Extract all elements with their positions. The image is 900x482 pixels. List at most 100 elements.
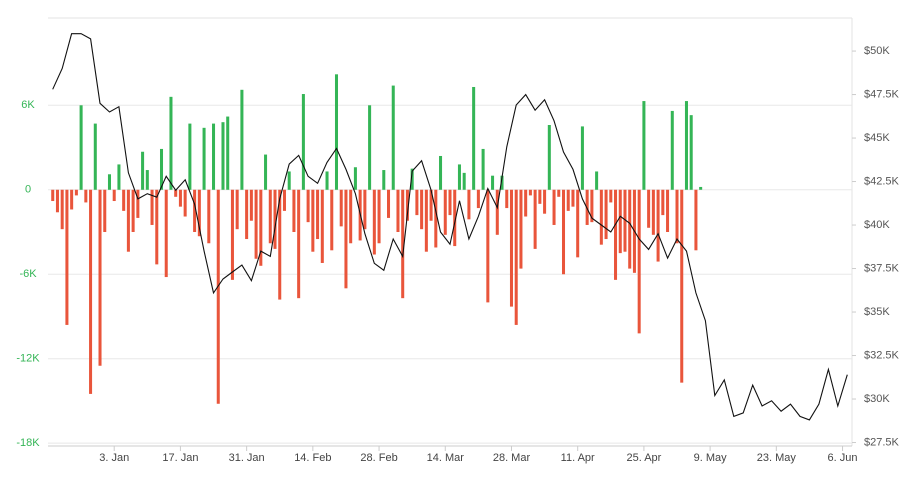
bar [543,189,547,214]
bar [301,94,305,190]
bar [500,175,504,190]
bar [126,189,130,252]
bar [112,189,116,202]
x-tick-label: 11. Apr [561,452,595,464]
y2-tick-label: $30K [864,393,890,405]
bar [363,189,367,230]
bar [178,189,182,207]
y2-tick-label: $40K [864,219,890,231]
bar [278,189,282,300]
bar [131,189,135,232]
bar [334,74,339,190]
bar [259,189,263,266]
y-tick-label: -18K [16,437,40,449]
bar [235,189,239,230]
bar [368,105,372,190]
bar [410,168,414,190]
bar [495,189,499,235]
bar [117,164,121,190]
bar [538,189,542,204]
x-tick-label: 28. Feb [360,452,397,464]
bar [453,189,457,247]
bar [103,189,107,232]
bar [599,189,603,245]
bar [590,189,594,223]
bar [552,189,556,225]
bar [98,189,102,366]
bar [514,189,518,325]
x-tick-label: 3. Jan [99,452,129,464]
bar [405,189,409,221]
bar [226,116,230,190]
y2-tick-label: $50K [864,45,890,57]
bar [670,110,674,190]
bar [183,189,187,217]
bar [207,189,211,244]
bar [448,189,452,216]
bar [699,186,703,190]
bar [476,189,480,209]
y2-tick-label: $42.5K [864,175,900,187]
bar [297,189,301,299]
bar [623,189,627,252]
bar [344,189,348,289]
bar [637,189,641,334]
grid [48,104,852,447]
bar [614,189,618,280]
bar [230,189,234,280]
bar [429,189,433,221]
bar [174,189,178,197]
bar [533,189,537,249]
bar [571,189,575,207]
y-tick-label: 6K [21,99,35,111]
bar [580,126,584,190]
bar [628,189,632,269]
x-tick-label: 9. May [694,452,728,464]
marks [51,33,848,421]
bar [689,115,693,190]
x-tick-label: 14. Mar [427,452,465,464]
bar [264,154,268,190]
bar [93,123,97,190]
bar [70,189,74,210]
bar [193,189,197,232]
y-tick-label: -12K [16,353,40,365]
bar [249,189,253,221]
bar [202,127,206,190]
bar [145,170,149,190]
bar [188,123,192,190]
y2-tick-label: $47.5K [864,88,900,100]
bar [55,189,59,213]
bar [661,189,665,216]
bar [221,122,225,190]
bar [254,189,258,259]
bar [122,189,126,211]
y2-tick-label: $37.5K [864,262,900,274]
bar [60,189,64,230]
bar [595,171,599,190]
y2-tick-label: $27.5K [864,436,900,448]
bar [245,189,249,240]
bar [150,189,154,225]
bar [519,189,523,269]
bar [391,85,395,190]
bar [51,189,55,202]
bar [415,189,419,216]
bar [604,189,608,240]
y-tick-label: 0 [25,184,31,196]
bar [107,174,111,190]
bar [316,189,320,240]
bar [467,189,471,220]
bar [197,189,201,237]
bar [325,171,329,190]
y2-tick-label: $32.5K [864,349,900,361]
bar [420,189,424,230]
bar [268,189,272,244]
bar [396,189,400,232]
bar [675,189,679,244]
bar [353,167,357,190]
bar [273,189,277,249]
bar [349,189,353,244]
y2-tick-label: $35K [864,306,890,318]
